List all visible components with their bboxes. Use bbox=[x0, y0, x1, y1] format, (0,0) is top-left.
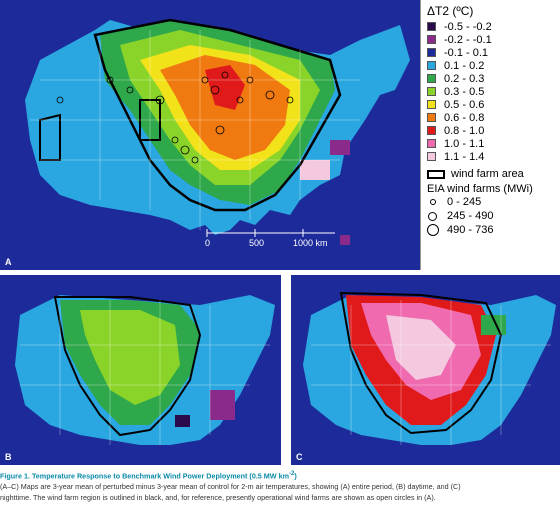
legend-swatch bbox=[427, 152, 436, 161]
legend-swatch bbox=[427, 100, 436, 109]
panel-label-b: B bbox=[5, 452, 12, 462]
legend-row: 0.3 - 0.5 bbox=[427, 85, 554, 98]
map-c-graphic bbox=[303, 291, 556, 445]
legend-label: 0.2 - 0.3 bbox=[444, 72, 485, 85]
legend-swatch bbox=[427, 87, 436, 96]
scale-label-500: 500 bbox=[249, 238, 265, 248]
map-a-graphic bbox=[25, 18, 410, 245]
eia-item-3: 490 - 736 bbox=[427, 223, 554, 237]
legend-label: 0.5 - 0.6 bbox=[444, 98, 485, 111]
legend-row: 0.2 - 0.3 bbox=[427, 72, 554, 85]
legend-swatch bbox=[427, 74, 436, 83]
legend-label: 0.3 - 0.5 bbox=[444, 85, 485, 98]
wind-farm-outline-a bbox=[93, 18, 342, 212]
legend-title: ΔT2 (ºC) bbox=[427, 4, 474, 18]
legend-swatch bbox=[427, 22, 436, 31]
scale-label-1000: 1000 km bbox=[293, 238, 328, 248]
eia-label-1: 0 - 245 bbox=[447, 196, 482, 208]
panel-label-c: C bbox=[296, 452, 303, 462]
legend-row: -0.1 - 0.1 bbox=[427, 46, 554, 59]
caption-title-sup: -2 bbox=[288, 471, 295, 477]
map-panel-a: 0 500 1000 km A ΔT2 (ºC) -0.5 - -0.2 -0.2… bbox=[0, 0, 560, 270]
eia-circle-large bbox=[427, 224, 439, 236]
eia-circle-small bbox=[430, 199, 436, 205]
map-panel-b: B bbox=[0, 275, 281, 465]
wind-farm-label: wind farm area bbox=[451, 168, 524, 180]
legend-label: -0.2 - -0.1 bbox=[444, 33, 492, 46]
legend-row: 1.0 - 1.1 bbox=[427, 137, 554, 150]
legend-row: 1.1 - 1.4 bbox=[427, 150, 554, 163]
caption-title: Figure 1. Temperature Response to Benchm… bbox=[0, 469, 560, 481]
caption-title-end: ) bbox=[294, 471, 297, 481]
legend-label: 0.8 - 1.0 bbox=[444, 124, 485, 137]
legend-items: -0.5 - -0.2 -0.2 - -0.1 -0.1 - 0.1 0.1 - 0.… bbox=[427, 20, 554, 163]
caption-line-1: (A–C) Maps are 3-year mean of perturbed … bbox=[0, 482, 461, 492]
legend-row: 0.1 - 0.2 bbox=[427, 59, 554, 72]
panel-label-a: A bbox=[5, 257, 12, 267]
scale-label-0: 0 bbox=[205, 238, 211, 248]
legend-label: -0.5 - -0.2 bbox=[444, 20, 492, 33]
eia-item-1: 0 - 245 bbox=[427, 195, 554, 209]
figure-caption: Figure 1. Temperature Response to Benchm… bbox=[0, 469, 560, 503]
legend-swatch bbox=[427, 35, 436, 44]
legend-label: 1.0 - 1.1 bbox=[444, 137, 485, 150]
wind-farm-swatch bbox=[427, 169, 445, 179]
legend-swatch bbox=[427, 126, 436, 135]
legend-swatch bbox=[427, 139, 436, 148]
legend-row: 0.8 - 1.0 bbox=[427, 124, 554, 137]
legend: ΔT2 (ºC) -0.5 - -0.2 -0.2 - -0.1 -0.1 - 0.… bbox=[420, 0, 560, 270]
scale-bar: 0 500 1000 km bbox=[205, 228, 345, 253]
legend-swatch bbox=[427, 48, 436, 57]
legend-swatch bbox=[427, 113, 436, 122]
map-b-graphic bbox=[15, 295, 275, 445]
eia-label-3: 490 - 736 bbox=[447, 224, 494, 236]
legend-row: 0.5 - 0.6 bbox=[427, 98, 554, 111]
map-panel-c: C bbox=[291, 275, 560, 465]
legend-label: -0.1 - 0.1 bbox=[444, 46, 489, 59]
legend-label: 0.1 - 0.2 bbox=[444, 59, 485, 72]
caption-title-text: Figure 1. Temperature Response to Benchm… bbox=[0, 471, 289, 481]
eia-circle-medium bbox=[428, 211, 437, 221]
legend-label: 0.6 - 0.8 bbox=[444, 111, 485, 124]
legend-row: -0.2 - -0.1 bbox=[427, 33, 554, 46]
legend-row: 0.6 - 0.8 bbox=[427, 111, 554, 124]
legend-row: -0.5 - -0.2 bbox=[427, 20, 554, 33]
legend-wind-farm: wind farm area bbox=[427, 168, 554, 180]
legend-label: 1.1 - 1.4 bbox=[444, 150, 485, 163]
eia-label-2: 245 - 490 bbox=[447, 210, 494, 222]
legend-swatch bbox=[427, 61, 436, 70]
caption-line-2: nighttime. The wind farm region is outli… bbox=[0, 493, 436, 503]
eia-item-2: 245 - 490 bbox=[427, 209, 554, 223]
eia-title: EIA wind farms (MWi) bbox=[427, 183, 533, 195]
